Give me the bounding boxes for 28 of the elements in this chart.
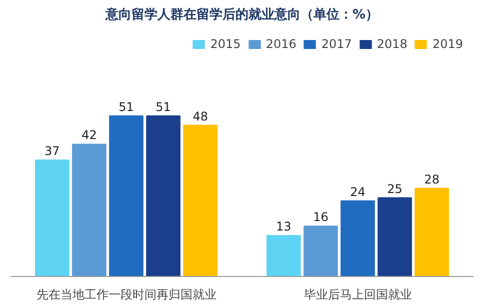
bar [340, 200, 375, 276]
data-label: 51 [156, 100, 171, 114]
chart-title: 意向留学人群在留学后的就业意向（单位：%） [104, 6, 379, 22]
x-tick-label: 先在当地工作一段时间再归国就业 [36, 288, 216, 302]
data-label: 24 [350, 184, 366, 199]
bar [35, 159, 70, 276]
bar [378, 197, 412, 276]
bar [146, 115, 180, 276]
x-tick-label: 毕业后马上回国就业 [304, 288, 412, 302]
data-label: 16 [313, 210, 328, 224]
bar [109, 115, 144, 276]
bar [304, 226, 338, 276]
legend-label: 2015 [210, 37, 241, 51]
legend-label: 2019 [432, 37, 463, 51]
data-label: 25 [387, 182, 402, 196]
data-label: 37 [44, 144, 60, 158]
bar [183, 124, 218, 276]
legend-label: 2017 [321, 37, 352, 51]
bar [414, 188, 449, 276]
data-label: 51 [118, 100, 134, 114]
data-label: 28 [424, 172, 440, 186]
data-label: 13 [276, 220, 292, 234]
data-label: 42 [82, 128, 97, 142]
data-label: 48 [192, 109, 208, 124]
legend-label: 2018 [376, 37, 408, 51]
bar [266, 235, 301, 276]
bar [72, 144, 106, 276]
legend-label: 2016 [266, 37, 296, 51]
